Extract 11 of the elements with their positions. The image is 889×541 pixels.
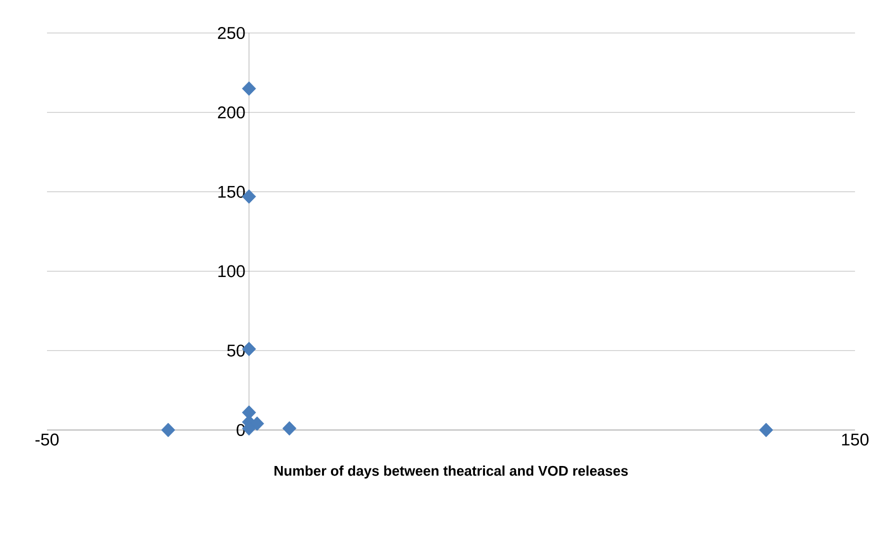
y-tick-label: 200 — [218, 106, 245, 118]
x-tick-label: -50 — [35, 434, 59, 446]
point — [282, 421, 296, 436]
y-tick-label: 250 — [218, 26, 245, 40]
point — [759, 422, 774, 438]
y-tick-label: 100 — [218, 265, 245, 278]
x-axis-title: Number of days between theatrical and VOD releases — [274, 466, 628, 479]
point — [161, 422, 176, 438]
y-tick-label: 150 — [218, 186, 245, 198]
point — [242, 81, 256, 96]
y-tick-label: 50 — [227, 344, 245, 357]
